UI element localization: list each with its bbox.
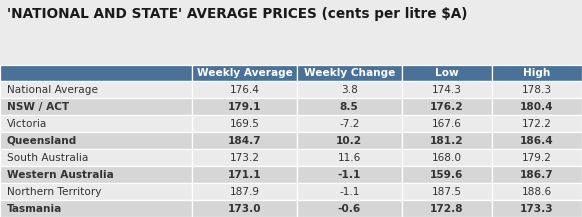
Text: 159.6: 159.6 [430,170,463,180]
Text: 180.4: 180.4 [520,102,553,112]
Text: NSW / ACT: NSW / ACT [7,102,69,112]
Text: 176.4: 176.4 [229,85,260,95]
Text: 179.2: 179.2 [522,153,552,163]
Text: 8.5: 8.5 [340,102,359,112]
Text: -0.6: -0.6 [338,204,361,214]
Text: -7.2: -7.2 [339,119,360,129]
Text: South Australia: South Australia [7,153,88,163]
Text: 173.0: 173.0 [228,204,261,214]
Text: 10.2: 10.2 [336,136,362,146]
Text: 176.2: 176.2 [430,102,463,112]
Text: 167.6: 167.6 [432,119,462,129]
Text: 171.1: 171.1 [228,170,261,180]
Text: 178.3: 178.3 [522,85,552,95]
Text: Victoria: Victoria [7,119,47,129]
Text: 168.0: 168.0 [432,153,462,163]
Text: 174.3: 174.3 [432,85,462,95]
Text: Weekly Change: Weekly Change [303,68,395,78]
Text: 187.5: 187.5 [432,187,462,197]
Text: National Average: National Average [7,85,98,95]
Text: -1.1: -1.1 [338,170,361,180]
Text: Northern Territory: Northern Territory [7,187,101,197]
Text: 186.4: 186.4 [520,136,553,146]
Text: 172.2: 172.2 [522,119,552,129]
Text: 173.2: 173.2 [229,153,260,163]
Text: 169.5: 169.5 [229,119,260,129]
Text: 172.8: 172.8 [430,204,463,214]
Text: -1.1: -1.1 [339,187,360,197]
Text: Western Australia: Western Australia [7,170,113,180]
Text: Tasmania: Tasmania [7,204,62,214]
Text: 173.3: 173.3 [520,204,553,214]
Text: 179.1: 179.1 [228,102,261,112]
Text: 187.9: 187.9 [229,187,260,197]
Text: Low: Low [435,68,459,78]
Text: 3.8: 3.8 [341,85,357,95]
Text: 184.7: 184.7 [228,136,261,146]
Text: High: High [523,68,551,78]
Text: 11.6: 11.6 [338,153,361,163]
Text: Queensland: Queensland [7,136,77,146]
Text: Weekly Average: Weekly Average [197,68,292,78]
Text: 186.7: 186.7 [520,170,553,180]
Text: 181.2: 181.2 [430,136,463,146]
Text: 'NATIONAL AND STATE' AVERAGE PRICES (cents per litre $A): 'NATIONAL AND STATE' AVERAGE PRICES (cen… [7,7,467,21]
Text: 188.6: 188.6 [522,187,552,197]
